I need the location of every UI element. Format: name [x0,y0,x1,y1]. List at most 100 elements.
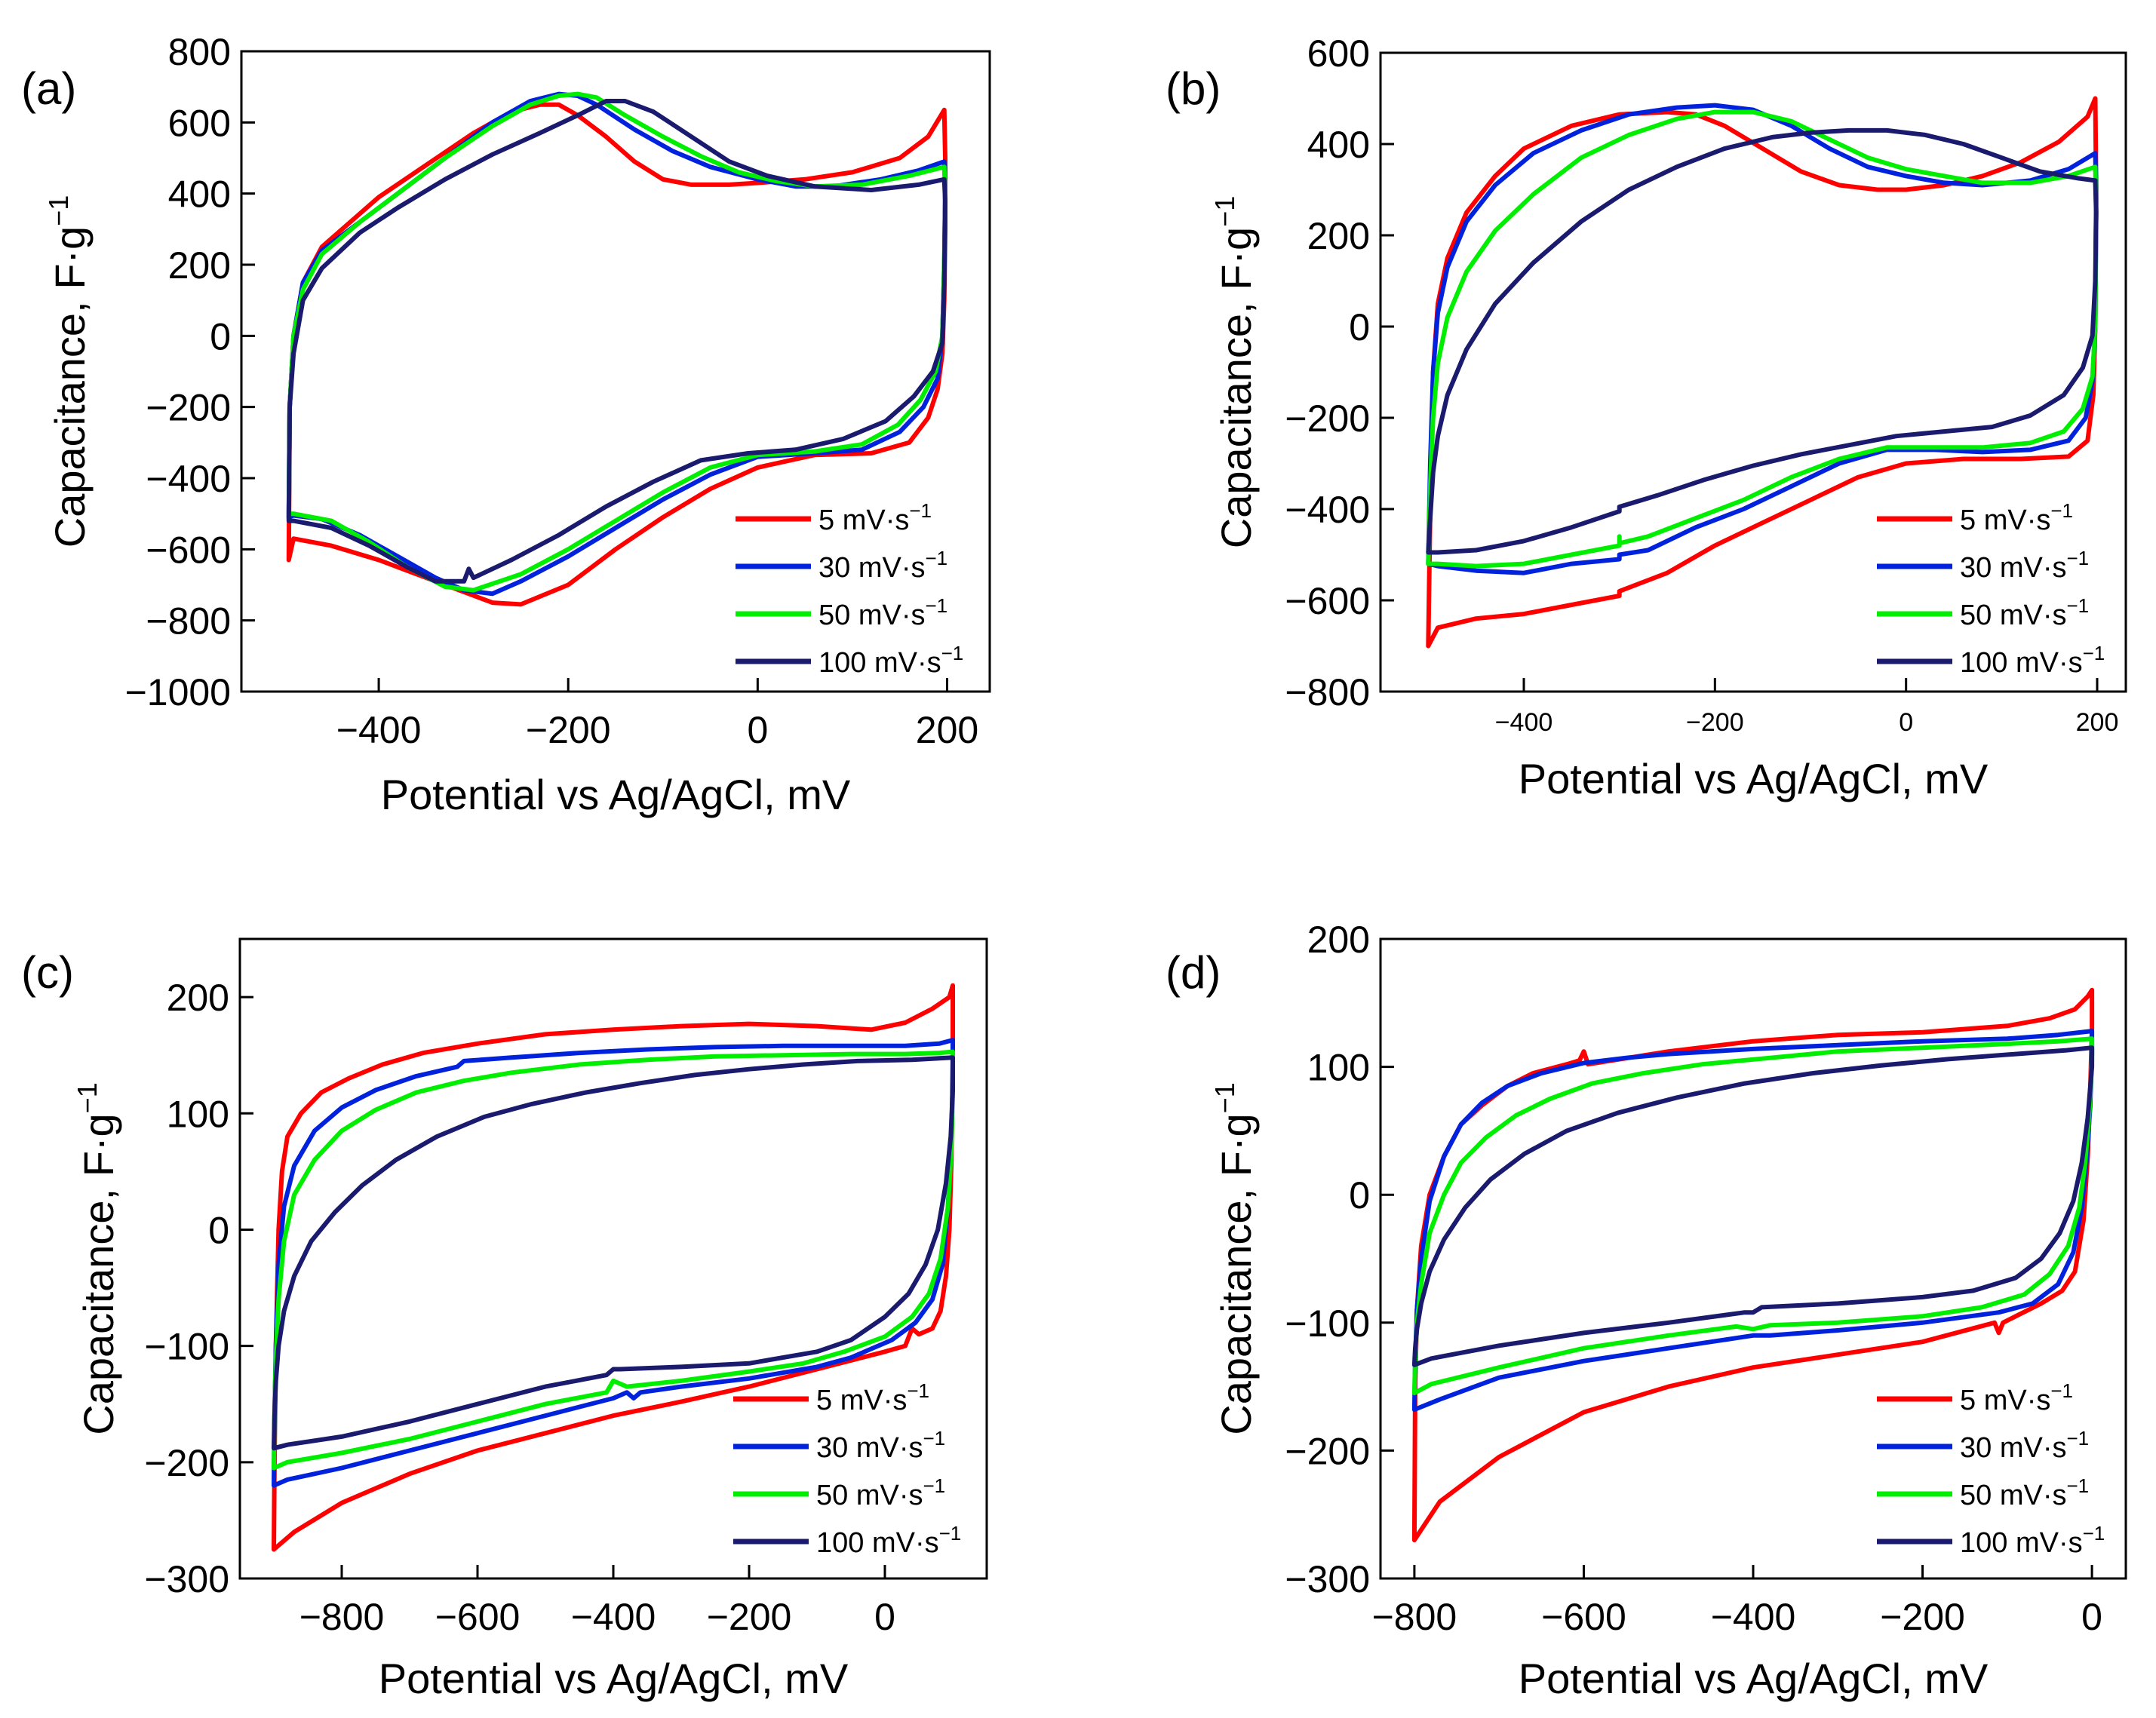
y-tick-label: 200 [1307,215,1370,257]
y-tick-label: 200 [1307,919,1370,961]
legend-superscript: −1 [923,1474,945,1497]
y-tick-label: −200 [144,1442,229,1484]
y-tick-label: −800 [1285,671,1370,713]
y-axis-title: Capacitance, F·g−1 [1209,1082,1260,1434]
x-tick-label: −800 [299,1596,385,1638]
legend-superscript: −1 [2066,1427,2089,1450]
y-axis-title-superscript: −1 [72,1082,103,1113]
y-tick-label: 100 [1307,1047,1370,1089]
legend-superscript: −1 [909,499,932,522]
y-tick-label: −100 [144,1326,229,1368]
chart-panel-c: (c) −800 −600 −400 −200 0 −300 −200 −100 0 100 200 P… [21,937,988,1702]
y-axis-title-superscript: −1 [1209,1082,1240,1113]
series-curve-3 [1411,1036,2095,1396]
legend-label: 30 mV·s−1 [818,547,947,584]
y-tick-label: 600 [168,102,231,144]
legend-label: 100 mV·s−1 [1960,642,2105,679]
legend-label: 50 mV·s−1 [1960,1474,2089,1511]
x-axis-title: Potential vs Ag/AgCl, mV [379,1655,849,1702]
y-tick-label: 0 [1349,1174,1370,1216]
series-curve-3 [286,91,947,593]
y-tick-label: −200 [1285,397,1370,440]
legend-superscript: −1 [939,1522,962,1545]
legend-label: 5 mV·s−1 [816,1379,929,1416]
legend: 5 mV·s−1 30 mV·s−1 50 mV·s−1 100 mV·s−1 [736,499,963,679]
y-tick-label: −400 [1285,489,1370,531]
y-tick-label: −600 [146,529,231,571]
legend: 5 mV·s−1 30 mV·s−1 50 mV·s−1 100 mV·s−1 [1877,1379,2105,1559]
x-tick-label: −400 [1711,1596,1796,1638]
legend-label: 30 mV·s−1 [816,1427,945,1464]
series-curve-2 [1411,1029,2095,1413]
series-curve-4 [1426,127,2099,555]
x-tick-label: −800 [1372,1596,1457,1638]
y-tick-label: −400 [146,458,231,500]
x-tick-label: −200 [707,1596,792,1638]
y-tick-label: 400 [168,173,231,216]
plot-frame [240,50,991,693]
legend-superscript: −1 [2083,1522,2105,1545]
x-tick-label: 200 [2076,708,2119,737]
y-tick-label: 200 [167,977,229,1019]
y-axis-title: Capacitance, F·g−1 [43,195,94,548]
legend-superscript: −1 [907,1379,929,1402]
x-tick-label: 0 [747,709,768,751]
y-tick-label: 100 [167,1093,229,1135]
x-tick-label: −200 [1880,1596,1965,1638]
chart-panel-b: (b) −400 −200 0 200 −800 −600 −400 −200 0 200 400 60… [1166,32,2127,802]
legend-label: 50 mV·s−1 [816,1474,945,1511]
series-curve-2 [272,1038,955,1488]
legend-label: 5 mV·s−1 [818,499,932,536]
x-tick-label: 0 [2081,1596,2102,1638]
legend-superscript: −1 [925,547,947,569]
legend-superscript: −1 [2066,547,2089,569]
legend-label: 100 mV·s−1 [1960,1522,2105,1559]
x-tick-label: −600 [1541,1596,1626,1638]
y-tick-label: −300 [1285,1558,1370,1600]
legend-superscript: −1 [2066,1474,2089,1497]
x-tick-label: 0 [874,1596,895,1638]
y-tick-label: 600 [1307,32,1370,75]
y-tick-label: 0 [208,1209,229,1251]
x-tick-label: −400 [1495,708,1553,737]
y-tick-label: −600 [1285,580,1370,622]
legend-superscript: −1 [925,594,947,617]
series-curve-4 [286,99,947,584]
legend-label: 5 mV·s−1 [1960,499,2073,536]
x-tick-label: 200 [916,709,978,751]
y-axis-title: Capacitance, F·g−1 [1209,196,1260,548]
series-curve-1 [1426,96,2099,649]
y-tick-label: −300 [144,1558,229,1600]
x-axis-title: Potential vs Ag/AgCl, mV [381,771,851,818]
panel-label: (b) [1166,63,1221,114]
legend: 5 mV·s−1 30 mV·s−1 50 mV·s−1 100 mV·s−1 [733,1379,961,1559]
x-tick-label: 0 [1899,708,1913,737]
legend-label: 50 mV·s−1 [818,594,947,631]
chart-panel-d: (d) −800 −600 −400 −200 0 −300 −200 −100 0 100 200 P… [1166,919,2127,1702]
y-tick-label: 0 [210,315,231,357]
series-curve-4 [1411,1045,2095,1367]
panel-label: (c) [21,947,74,998]
legend-label: 5 mV·s−1 [1960,1379,2073,1416]
y-tick-label: −1000 [125,671,231,713]
legend-superscript: −1 [2066,594,2089,617]
series-curve-2 [1426,103,2099,575]
y-tick-label: −100 [1285,1302,1370,1345]
legend-label: 100 mV·s−1 [816,1522,961,1559]
legend-superscript: −1 [2050,499,2073,522]
panel-label: (a) [21,63,76,114]
series-curve-4 [272,1055,955,1451]
legend-superscript: −1 [2083,642,2105,664]
legend-label: 30 mV·s−1 [1960,547,2089,584]
plot-frame [1379,51,2127,693]
legend-label: 100 mV·s−1 [818,642,963,679]
x-tick-label: −400 [336,709,422,751]
x-tick-label: −200 [1686,708,1744,737]
x-tick-label: −200 [526,709,611,751]
y-tick-label: −200 [146,387,231,429]
legend-label: 50 mV·s−1 [1960,594,2089,631]
panel-label: (d) [1166,947,1221,998]
y-axis-title-superscript: −1 [43,195,74,226]
series-curve-1 [286,102,947,607]
